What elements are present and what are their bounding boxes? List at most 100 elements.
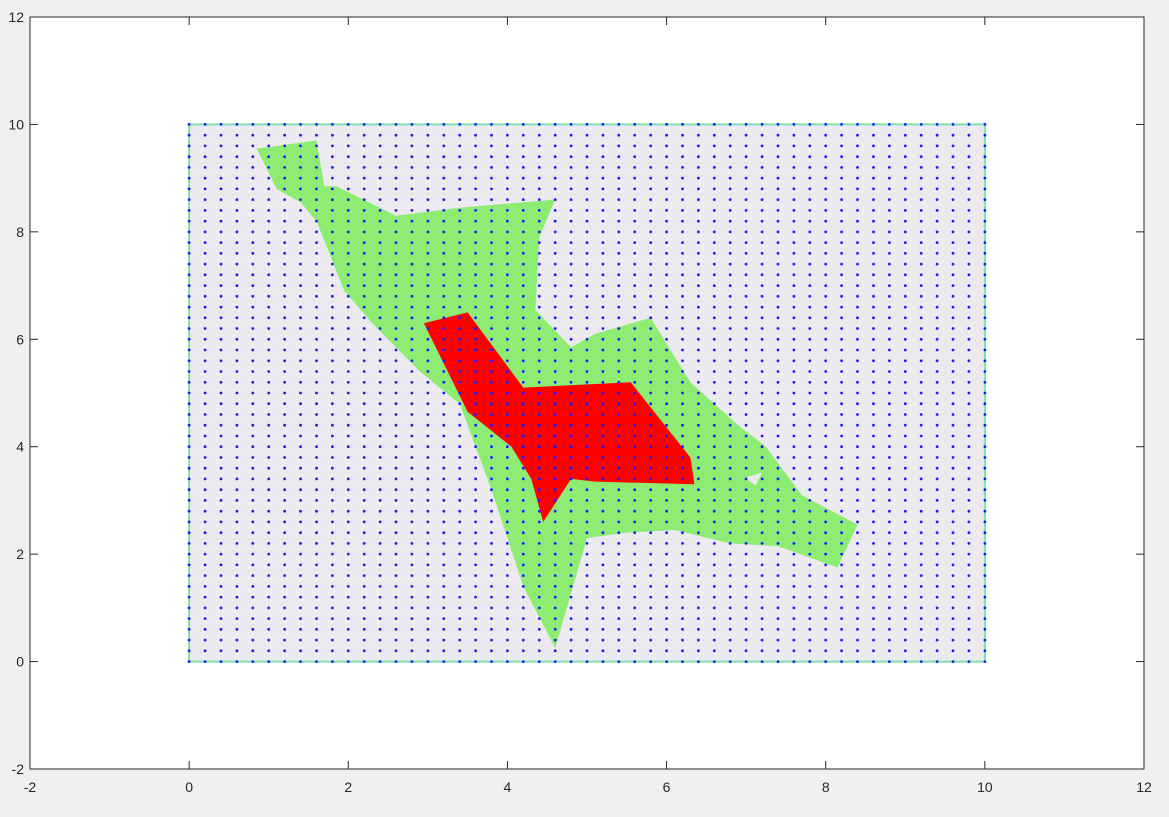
grid-point (251, 155, 255, 159)
grid-point (315, 380, 318, 384)
grid-point (362, 155, 366, 159)
grid-point (506, 262, 509, 266)
grid-point (951, 585, 955, 588)
grid-point (792, 187, 796, 191)
grid-point (840, 166, 843, 169)
grid-point (633, 262, 637, 266)
grid-point (697, 391, 700, 395)
grid-point (872, 542, 875, 545)
grid-point (506, 477, 509, 481)
grid-point (728, 327, 732, 330)
grid-point (776, 327, 780, 330)
grid-point (967, 574, 971, 577)
grid-point (569, 477, 573, 481)
grid-point (601, 660, 605, 663)
grid-point (585, 198, 589, 202)
grid-point (506, 531, 509, 535)
grid-point (537, 563, 541, 567)
grid-point (490, 638, 493, 642)
grid-point (760, 585, 764, 588)
grid-point (203, 294, 207, 298)
grid-point (299, 359, 302, 363)
grid-point (903, 284, 907, 287)
grid-point (967, 402, 971, 406)
grid-point (888, 638, 891, 642)
grid-point (442, 520, 446, 524)
grid-point (728, 649, 732, 653)
grid-point (537, 477, 541, 481)
grid-point (633, 176, 637, 180)
grid-point (378, 359, 382, 363)
grid-point (267, 509, 271, 513)
grid-point (315, 230, 318, 234)
grid-point (474, 327, 477, 330)
grid-point (840, 230, 843, 234)
grid-point (888, 166, 891, 169)
grid-point (744, 595, 748, 599)
grid-point (187, 370, 191, 373)
grid-point (776, 585, 780, 588)
grid-point (919, 305, 923, 309)
grid-point (251, 520, 255, 524)
grid-point (697, 488, 700, 492)
grid-point (776, 370, 780, 373)
grid-point (951, 617, 955, 620)
grid-point (888, 563, 891, 567)
grid-point (840, 585, 843, 588)
grid-point (697, 423, 700, 427)
grid-point (840, 187, 843, 191)
grid-point (681, 348, 684, 352)
grid-point (665, 627, 668, 631)
grid-point (776, 434, 780, 438)
grid-point (856, 337, 859, 341)
grid-point (537, 574, 541, 577)
grid-point (362, 380, 366, 384)
grid-point (537, 187, 541, 191)
grid-point (346, 499, 350, 502)
grid-point (585, 617, 589, 620)
grid-point (919, 380, 923, 384)
grid-point (824, 466, 828, 470)
grid-point (299, 606, 302, 610)
grid-point (346, 348, 350, 352)
grid-point (553, 552, 557, 556)
grid-point (283, 380, 286, 384)
grid-point (649, 316, 653, 320)
grid-point (490, 456, 493, 459)
grid-point (983, 445, 987, 449)
grid-point (744, 370, 748, 373)
grid-point (537, 133, 541, 137)
grid-point (521, 391, 525, 395)
grid-point (967, 413, 971, 416)
grid-point (283, 273, 286, 277)
grid-point (458, 574, 462, 577)
grid-point (649, 563, 653, 567)
grid-point (776, 531, 780, 535)
grid-point (712, 574, 716, 577)
grid-point (410, 380, 414, 384)
grid-point (649, 413, 653, 416)
grid-point (808, 370, 812, 373)
grid-point (601, 370, 605, 373)
grid-point (585, 477, 589, 481)
grid-point (346, 552, 350, 556)
grid-point (872, 251, 875, 255)
grid-point (633, 413, 637, 416)
grid-point (967, 456, 971, 459)
grid-point (712, 649, 716, 653)
grid-point (681, 198, 684, 202)
grid-point (410, 585, 414, 588)
grid-point (792, 262, 796, 266)
grid-point (506, 230, 509, 234)
grid-point (888, 251, 891, 255)
grid-point (760, 305, 764, 309)
grid-point (792, 563, 796, 567)
grid-point (903, 391, 907, 395)
grid-point (506, 574, 509, 577)
grid-point (951, 627, 955, 631)
grid-point (474, 445, 477, 449)
grid-point (856, 166, 859, 169)
grid-point (267, 445, 271, 449)
grid-point (410, 198, 414, 202)
grid-point (712, 606, 716, 610)
